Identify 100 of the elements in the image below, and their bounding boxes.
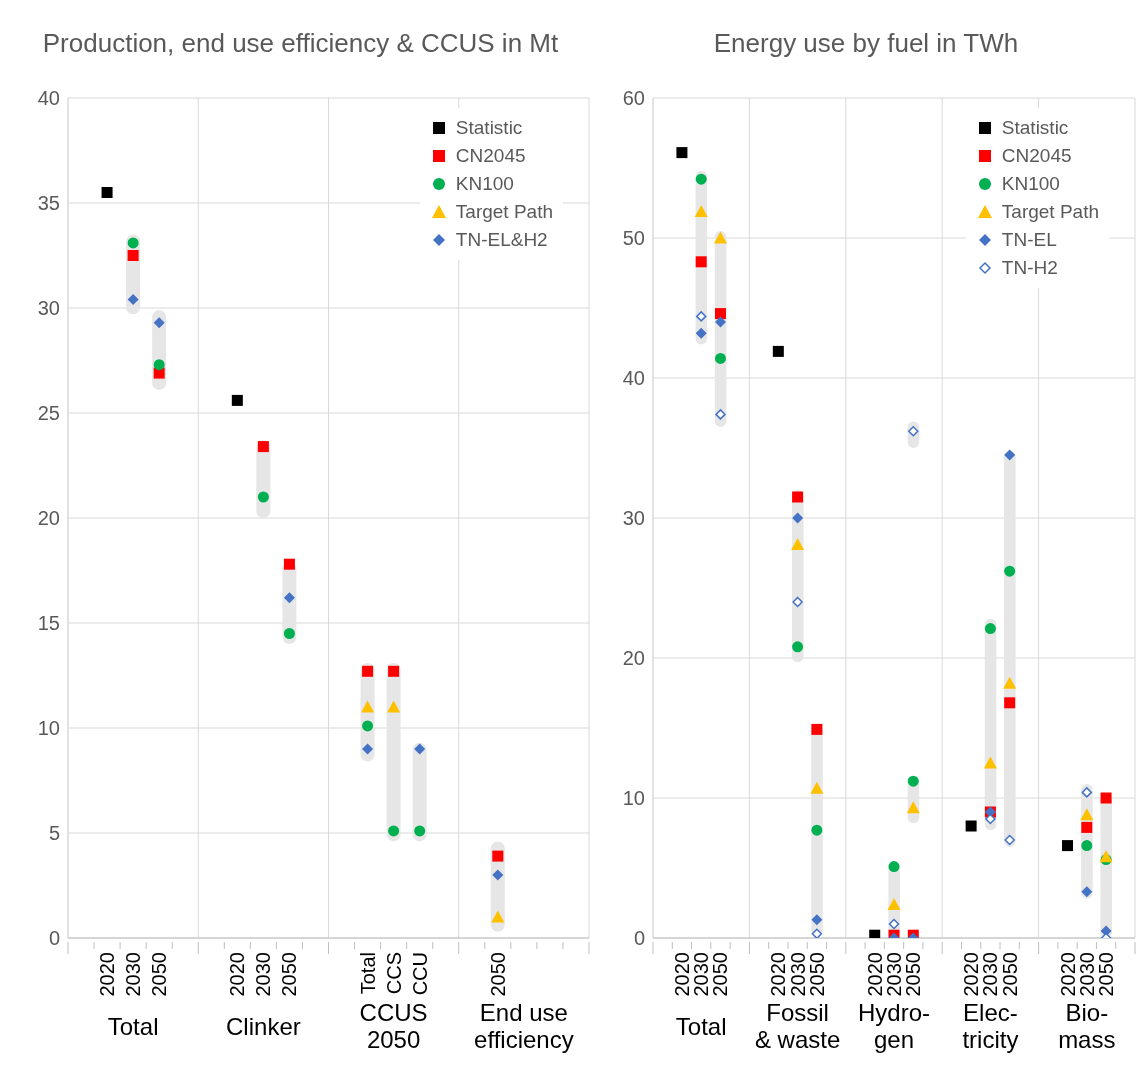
- point: [869, 929, 881, 938]
- point: [965, 820, 977, 832]
- x-tick-label: 2050: [148, 952, 171, 997]
- point: [887, 897, 901, 910]
- point: [695, 173, 707, 185]
- point: [715, 409, 726, 420]
- point: [888, 918, 900, 930]
- point: [772, 345, 784, 357]
- text: End use efficiency: [474, 999, 574, 1053]
- x-tick-label: 2050: [1095, 952, 1118, 997]
- x-tick-label: 2030: [883, 952, 905, 997]
- x-tick-label: CCU: [408, 952, 431, 996]
- point: [1100, 792, 1112, 804]
- text: Total: [107, 1012, 159, 1040]
- point: [257, 441, 269, 453]
- point: [791, 538, 805, 551]
- point: [676, 147, 688, 159]
- point: [792, 641, 804, 653]
- point: [1081, 840, 1093, 852]
- legend-label: CN2045: [1001, 145, 1072, 167]
- point: [388, 665, 400, 677]
- y-tick-label: 10: [37, 717, 60, 740]
- point: [714, 308, 726, 320]
- x-tick-label: CCS: [382, 952, 405, 995]
- point: [714, 316, 726, 328]
- point: [792, 512, 804, 524]
- point: [414, 743, 426, 755]
- point: [888, 861, 900, 873]
- point: [492, 869, 504, 881]
- point: [811, 824, 823, 836]
- point: [362, 743, 374, 755]
- point: [153, 359, 165, 371]
- legend-label: KN100: [455, 173, 514, 195]
- y-tick-label: 60: [622, 87, 645, 110]
- point: [811, 723, 823, 735]
- point: [1003, 676, 1017, 689]
- point: [153, 317, 165, 329]
- point: [694, 204, 708, 217]
- point: [1062, 840, 1074, 852]
- point: [1004, 565, 1016, 577]
- y-tick-label: 20: [37, 507, 60, 530]
- point: [361, 700, 375, 713]
- y-tick-label: 0: [48, 927, 60, 950]
- point: [127, 250, 139, 261]
- y-tick-label: 40: [37, 87, 60, 110]
- y-tick-label: 50: [622, 227, 645, 250]
- point: [1080, 808, 1094, 821]
- point: [387, 700, 401, 713]
- point: [695, 311, 707, 322]
- point: [695, 256, 707, 268]
- point: [811, 914, 823, 926]
- text: Total: [675, 1012, 727, 1040]
- text: Fossil & waste: [754, 999, 841, 1053]
- point: [714, 352, 726, 364]
- x-tick-label: 2020: [670, 952, 693, 997]
- legend-label: Statistic: [455, 117, 523, 139]
- text: Hydro- gen: [857, 999, 931, 1053]
- text: Elec- tricity: [962, 999, 1019, 1053]
- legend-label: KN100: [1001, 173, 1060, 195]
- point: [811, 928, 823, 938]
- point: [257, 491, 269, 503]
- point: [1081, 886, 1093, 898]
- legend-label: CN2045: [455, 145, 526, 167]
- point: [1081, 821, 1093, 833]
- point: [1004, 834, 1015, 846]
- point: [713, 231, 727, 244]
- text: Bio- mass: [1058, 999, 1116, 1053]
- point: [491, 910, 505, 923]
- point: [983, 756, 997, 769]
- point: [792, 491, 804, 503]
- y-tick-label: 40: [622, 367, 645, 390]
- point: [283, 628, 295, 639]
- y-tick-label: 35: [37, 192, 60, 215]
- x-tick-label: 2050: [902, 952, 925, 997]
- point: [231, 394, 243, 406]
- y-tick-label: 15: [37, 612, 60, 635]
- legend-label: Statistic: [1001, 117, 1069, 139]
- chart-title: Energy use by fuel in TWh: [712, 27, 1020, 60]
- point: [283, 558, 295, 570]
- x-tick-label: 2020: [863, 952, 886, 997]
- legend-label: TN-EL&H2: [455, 229, 548, 251]
- point: [810, 781, 824, 794]
- legend-label: TN-EL: [1001, 229, 1057, 251]
- point: [283, 592, 295, 604]
- point: [984, 623, 996, 635]
- point: [907, 775, 919, 787]
- y-tick-label: 5: [48, 822, 60, 845]
- point: [792, 596, 803, 608]
- x-tick-label: 2050: [278, 952, 301, 997]
- y-tick-label: 10: [622, 787, 645, 810]
- x-tick-label: Total: [356, 952, 379, 995]
- y-tick-label: 25: [37, 402, 60, 425]
- point: [1099, 850, 1113, 863]
- point: [414, 825, 426, 837]
- point: [1004, 697, 1016, 709]
- legend-label: TN-H2: [1001, 257, 1058, 279]
- text: CCUS 2050: [359, 999, 428, 1053]
- x-tick-label: 2020: [226, 952, 249, 997]
- x-tick-label: 2020: [96, 952, 119, 997]
- point: [101, 187, 113, 198]
